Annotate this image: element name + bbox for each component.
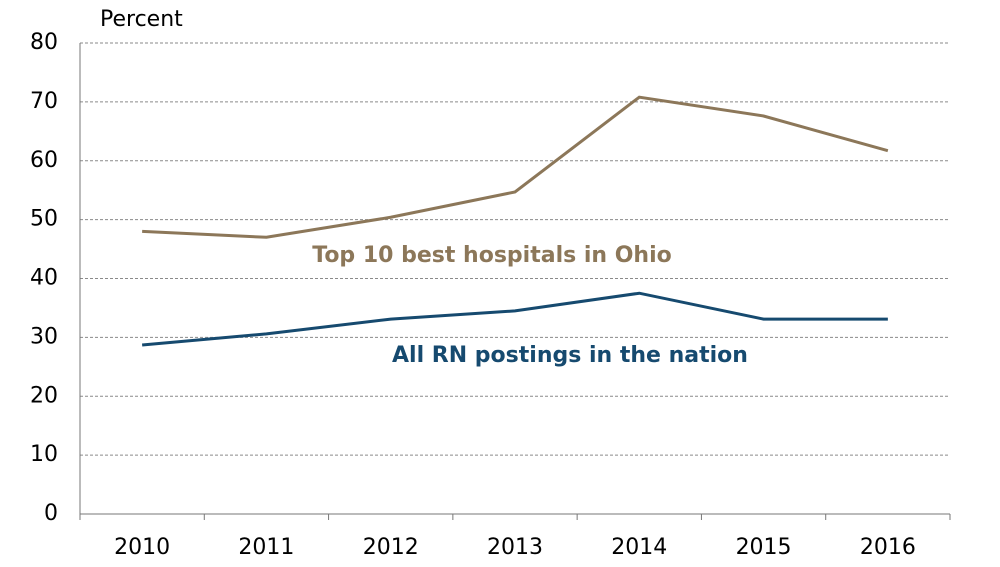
x-tick-label: 2014	[611, 535, 667, 560]
x-tick-label: 2016	[860, 535, 916, 560]
series-label: All RN postings in the nation	[392, 343, 748, 368]
y-tick-label: 40	[30, 266, 58, 291]
line-series	[142, 291, 888, 347]
x-tick-label: 2012	[363, 535, 419, 560]
x-tick-label: 2015	[736, 535, 792, 560]
series-label: Top 10 best hospitals in Ohio	[312, 243, 672, 268]
y-tick-label: 10	[30, 442, 58, 467]
x-tick-label: 2010	[114, 535, 170, 560]
y-tick-label: 60	[30, 148, 58, 173]
line-series	[142, 95, 889, 239]
y-tick-label: 70	[30, 89, 58, 114]
y-axis-label: Percent	[100, 7, 183, 32]
x-tick-label: 2013	[487, 535, 543, 560]
x-tick-label: 2011	[238, 535, 294, 560]
y-tick-label: 20	[30, 383, 58, 408]
y-tick-label: 50	[30, 207, 58, 232]
y-tick-label: 30	[30, 324, 58, 349]
y-tick-label: 0	[44, 501, 58, 526]
y-tick-label: 80	[30, 30, 58, 55]
